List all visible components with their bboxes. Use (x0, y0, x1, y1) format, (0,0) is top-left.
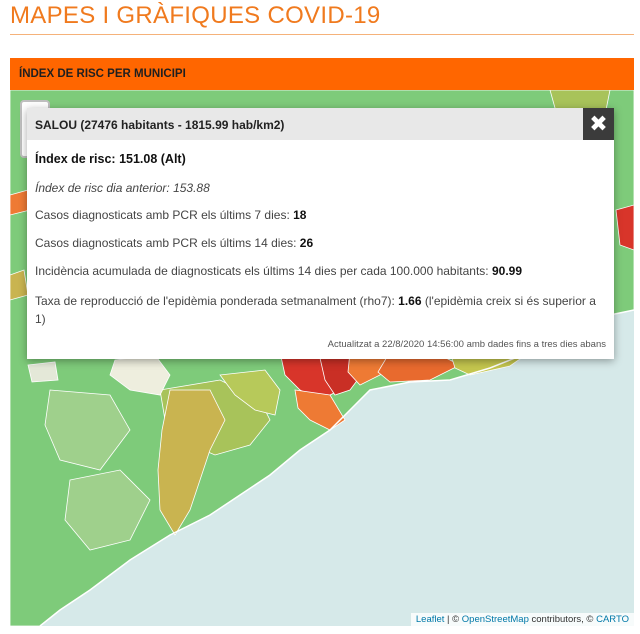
page-title: MAPES I GRÀFIQUES COVID-19 (10, 2, 381, 29)
popup-header: SALOU (27476 habitants - 1815.99 hab/km2… (27, 108, 614, 140)
risk-index-label: Índex de risc: (35, 152, 120, 166)
cases-7-days-row: Casos diagnosticats amb PCR els últims 7… (35, 208, 306, 222)
carto-link[interactable]: CARTO (596, 614, 629, 625)
close-button[interactable]: ✖ (583, 108, 614, 140)
cases-7-days-value: 18 (293, 208, 307, 222)
previous-risk-row: Índex de risc dia anterior: 153.88 (35, 181, 210, 195)
municipality-shape (64, 469, 151, 551)
reproduction-rate-row: Taxa de reproducció de l'epidèmia ponder… (35, 292, 605, 328)
cases-14-days-row: Casos diagnosticats amb PCR els últims 1… (35, 236, 313, 250)
incidence-value: 90.99 (491, 264, 522, 278)
popup-title: SALOU (27476 habitants - 1815.99 hab/km2… (35, 118, 285, 132)
reproduction-rate-label: Taxa de reproducció de l'epidèmia ponder… (35, 294, 399, 308)
municipality-shape (219, 369, 281, 416)
incidence-row: Incidència acumulada de diagnosticats el… (35, 264, 522, 278)
cases-7-days-label: Casos diagnosticats amb PCR els últims 7… (35, 208, 294, 222)
updated-timestamp: Actualitzat a 22/8/2020 14:56:00 amb dad… (327, 339, 606, 350)
municipality-shape (615, 204, 634, 251)
municipality-shape (27, 361, 59, 383)
map-attribution: Leaflet | © OpenStreetMap contributors, … (410, 613, 634, 626)
osm-link[interactable]: OpenStreetMap (461, 614, 529, 625)
leaflet-link[interactable]: Leaflet (415, 614, 445, 625)
attribution-separator: | © (444, 614, 462, 625)
close-icon: ✖ (589, 111, 608, 136)
municipality-shape (157, 389, 226, 536)
cases-14-days-value: 26 (299, 236, 314, 250)
municipality-shape (44, 389, 131, 471)
reproduction-rate-note: (l'epidèmia creix si és superior a 1) (35, 294, 596, 326)
municipality-popup: SALOU (27476 habitants - 1815.99 hab/km2… (27, 108, 614, 359)
section-label: ÍNDEX DE RISC PER MUNICIPI (19, 68, 186, 80)
risk-index-row: Índex de risc: 151.08 (Alt) (35, 152, 186, 166)
cases-14-days-label: Casos diagnosticats amb PCR els últims 1… (35, 236, 300, 250)
section-header: ÍNDEX DE RISC PER MUNICIPI (10, 58, 634, 90)
attribution-contributors: contributors, © (528, 614, 597, 625)
title-divider (10, 34, 634, 35)
incidence-label: Incidència acumulada de diagnosticats el… (35, 264, 492, 278)
reproduction-rate-value: 1.66 (398, 294, 422, 308)
risk-index-value: 151.08 (Alt) (119, 152, 186, 166)
